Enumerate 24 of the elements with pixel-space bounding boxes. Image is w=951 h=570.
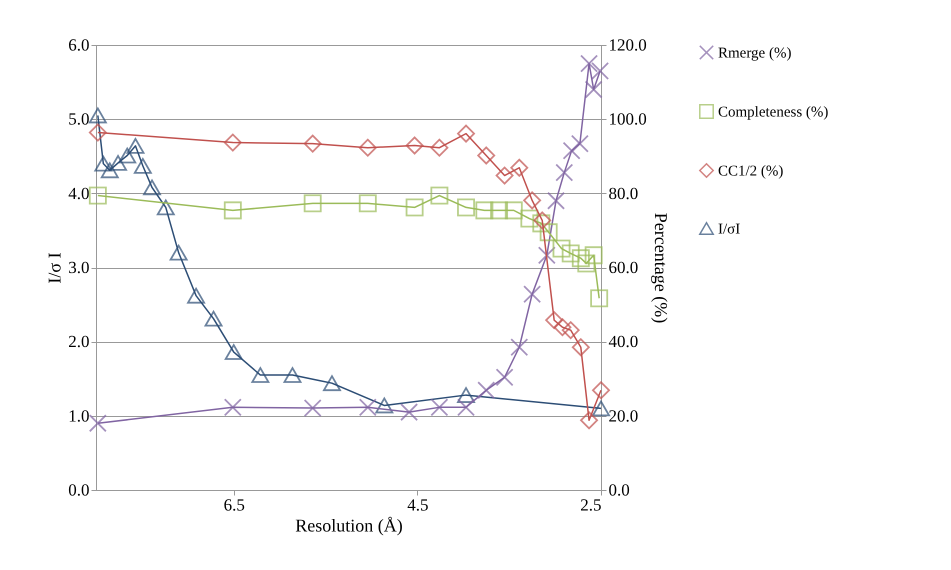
y-tick-label: 2.0 (68, 332, 90, 352)
y-tick-label: 5.0 (68, 110, 90, 129)
x-tick-label: 6.5 (224, 496, 245, 514)
y2-tick-label: 60.0 (608, 258, 638, 277)
y2-tick-label: 80.0 (608, 184, 638, 203)
x-axis-title: Resolution (Å) (295, 516, 403, 536)
y2-tick-label: 20.0 (608, 406, 638, 426)
y-tick-label: 4.0 (68, 184, 90, 203)
y-tick-label: 0.0 (68, 480, 90, 500)
y2-tick-label: 120.0 (608, 36, 647, 54)
y2-tick-label: 100.0 (608, 110, 647, 129)
y-tick-label: 1.0 (68, 406, 90, 426)
legend-label: CC1/2 (%) (718, 164, 784, 180)
y-tick-label: 3.0 (68, 258, 90, 277)
y2-tick-label: 0.0 (608, 480, 630, 500)
y2-tick-label: 40.0 (608, 332, 638, 352)
x-tick-label: 2.5 (580, 496, 602, 514)
legend-label: Rmerge (%) (718, 46, 792, 62)
x-tick-label: 4.5 (407, 496, 428, 514)
y-axis-title: I/σ I (44, 252, 64, 284)
legend-label: I/σI (718, 222, 740, 238)
y2-axis-title: Percentage (%) (650, 212, 671, 324)
y-tick-label: 6.0 (68, 36, 90, 54)
legend-label: Completeness (%) (718, 104, 828, 120)
